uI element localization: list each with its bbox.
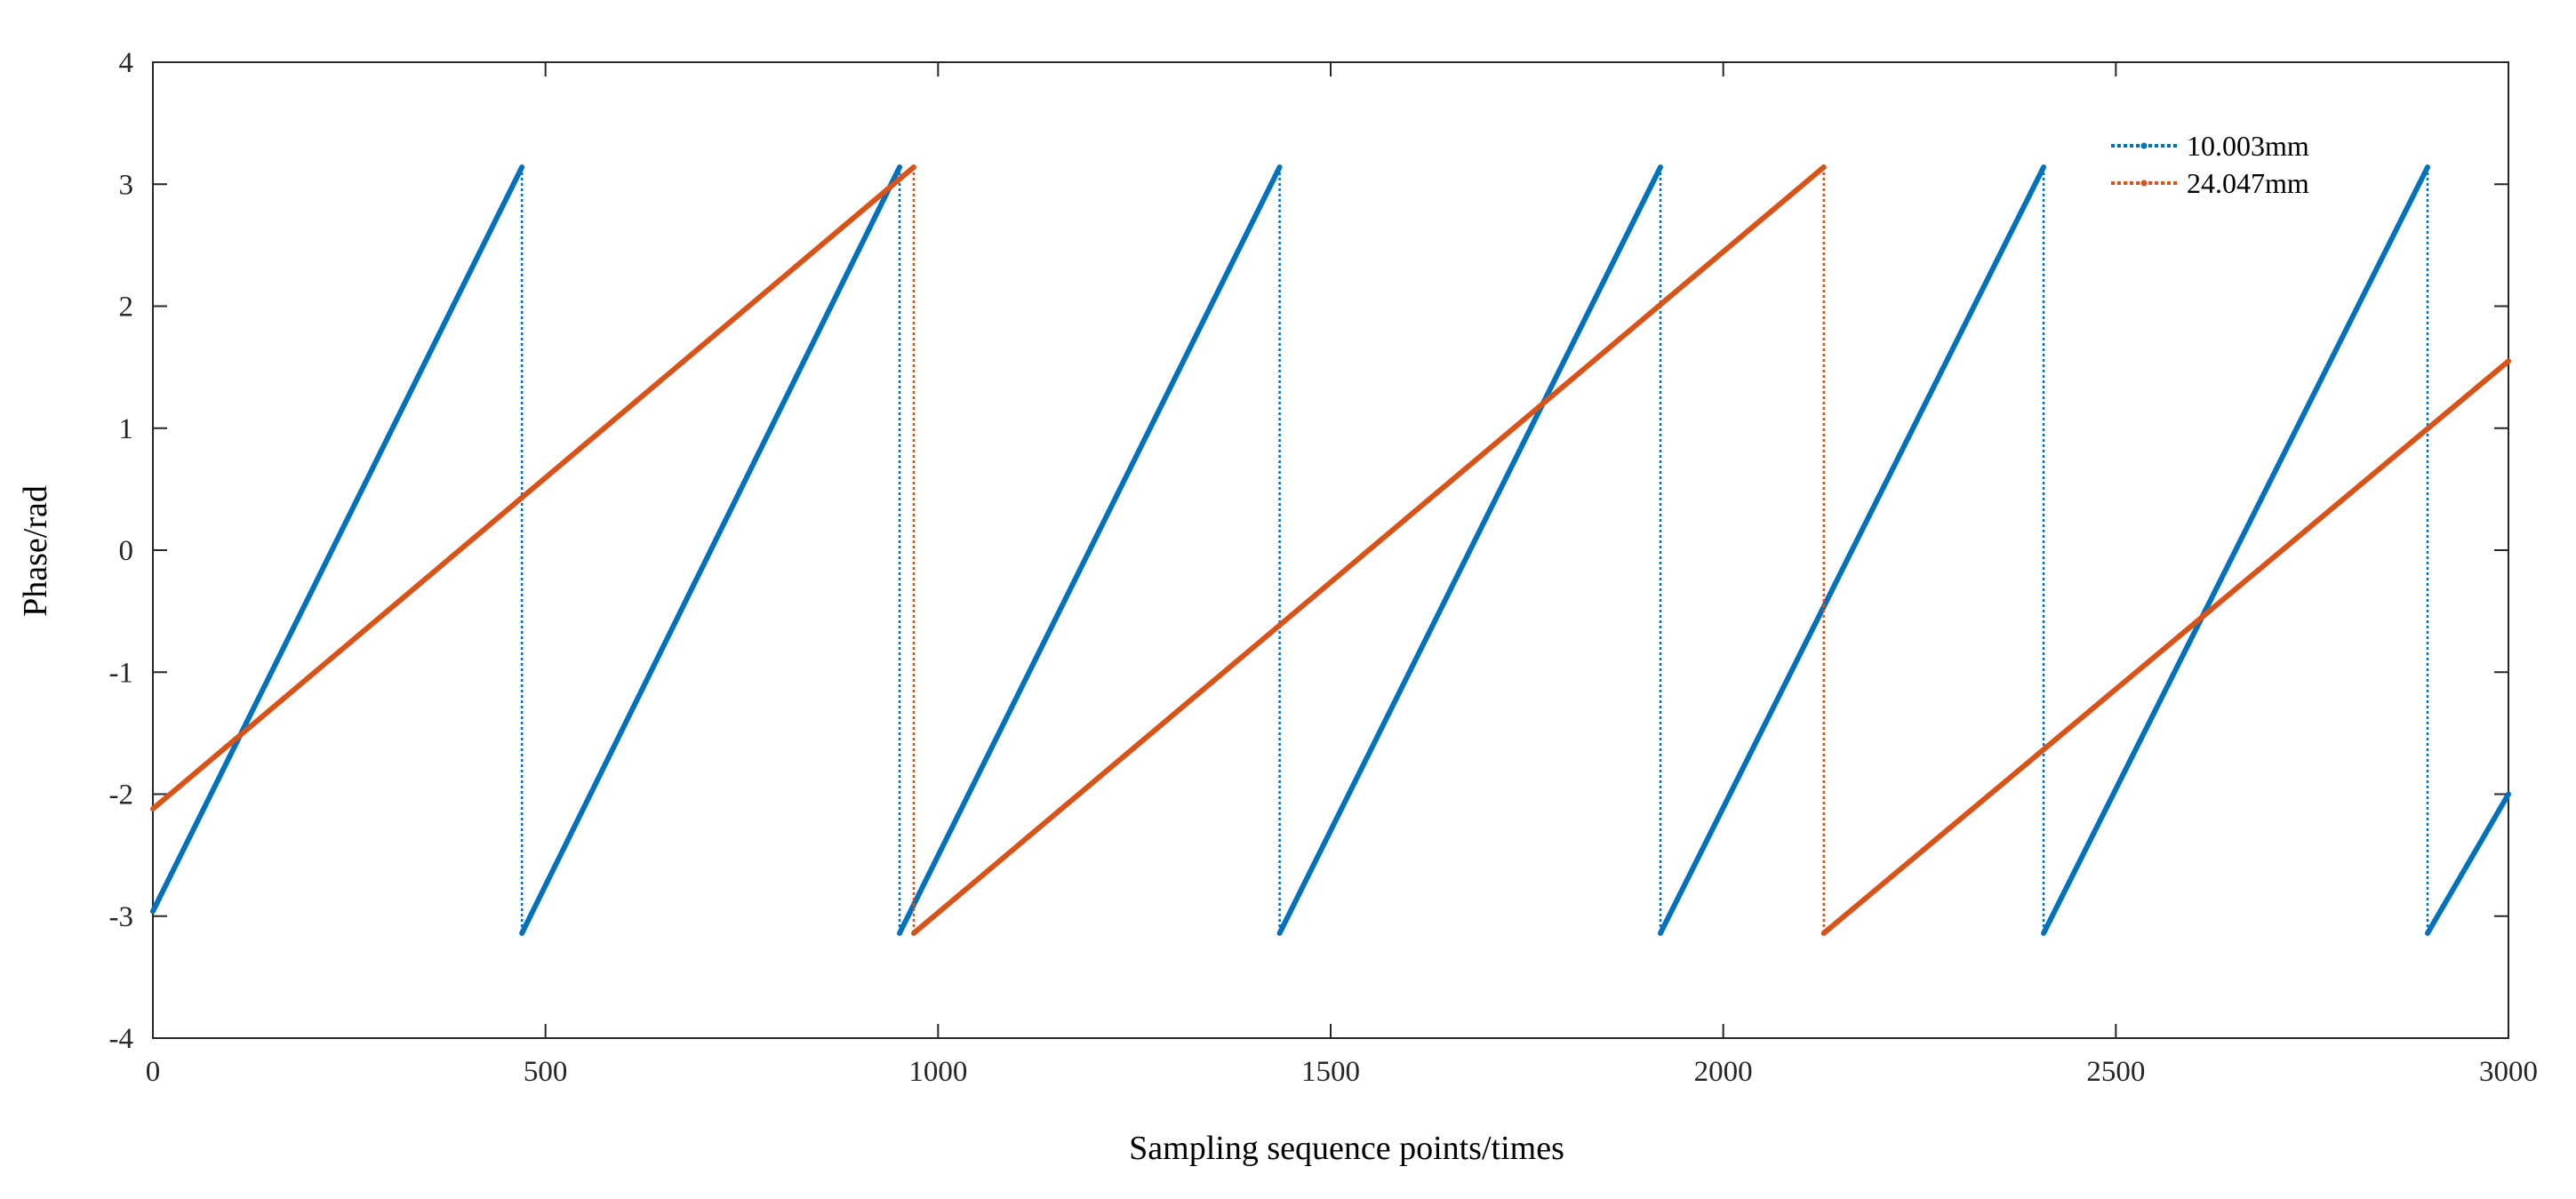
x-axis-label: Sampling sequence points/times	[1129, 1130, 1564, 1167]
series-1	[150, 164, 2511, 936]
series-1-ramp	[2041, 164, 2431, 936]
y-tick-label: -2	[109, 779, 134, 811]
y-tick-label: 0	[119, 535, 134, 567]
series-1-ramp	[2425, 791, 2511, 936]
series-2	[150, 164, 2511, 936]
y-axis-label: Phase/rad	[17, 485, 54, 617]
legend: 10.003mm 24.047mm	[2111, 130, 2309, 199]
y-axis: 4 3 2 1 0 -1 -2 -3 -4	[109, 47, 2508, 1055]
y-tick-label: -1	[109, 657, 134, 689]
x-tick-label: 500	[524, 1056, 568, 1088]
x-tick-label: 1000	[908, 1056, 967, 1088]
legend-label: 24.047mm	[2187, 167, 2309, 199]
x-tick-label: 2500	[2086, 1056, 2145, 1088]
x-tick-label: 2000	[1694, 1056, 1753, 1088]
legend-label: 10.003mm	[2187, 130, 2309, 162]
series-1-ramp	[1658, 164, 2047, 936]
plot-area	[152, 61, 2509, 1039]
y-tick-label: 2	[119, 292, 134, 324]
y-tick-label: -4	[109, 1023, 134, 1055]
x-tick-label: 3000	[2479, 1056, 2538, 1088]
y-tick-label: 1	[119, 413, 134, 445]
series-2-ramp	[910, 164, 1827, 936]
y-tick-label: -3	[109, 901, 134, 933]
series-1-ramp	[519, 164, 903, 936]
series-1-ramp	[150, 164, 525, 915]
series-1-ramp	[897, 164, 1283, 936]
series-1-ramp	[1276, 164, 1663, 936]
x-tick-label: 1500	[1301, 1056, 1360, 1088]
x-tick-label: 0	[146, 1056, 161, 1088]
y-tick-label: 3	[119, 169, 134, 201]
x-axis: 0 500 1000 1500 2000 2500 3000	[146, 62, 2538, 1088]
series-2-ramp	[150, 164, 916, 811]
series-layer	[150, 164, 2511, 936]
y-tick-label: 4	[119, 47, 134, 79]
legend-marker	[2140, 180, 2148, 187]
series-2-ramp	[1820, 358, 2511, 936]
legend-marker	[2140, 142, 2148, 149]
